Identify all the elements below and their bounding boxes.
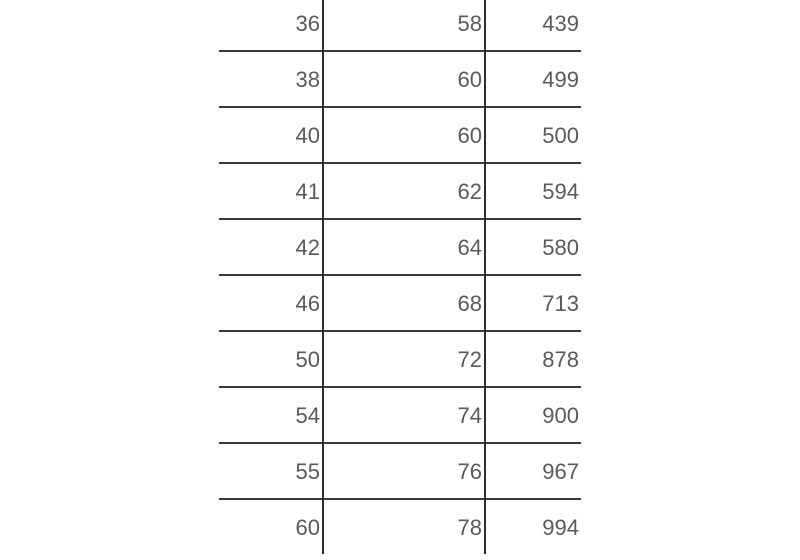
- table-row: 42 64 580: [219, 220, 581, 276]
- table-cell: 967: [542, 459, 579, 484]
- table-cell: 78: [457, 515, 482, 540]
- column-divider: [322, 0, 324, 554]
- table-cell: 54: [295, 403, 320, 428]
- table-cell: 55: [295, 459, 320, 484]
- table-row: 41 62 594: [219, 164, 581, 220]
- table-cell: 38: [295, 67, 320, 92]
- table-cell: 50: [295, 347, 320, 372]
- table-cell: 62: [457, 179, 482, 204]
- table-cell: 74: [457, 403, 482, 428]
- table-cell: 60: [457, 123, 482, 148]
- table-cell: 36: [295, 11, 320, 36]
- table-cell: 72: [457, 347, 482, 372]
- table-cell: 500: [542, 123, 579, 148]
- table-cell: 594: [542, 179, 579, 204]
- table-row: 46 68 713: [219, 276, 581, 332]
- table-cell: 40: [295, 123, 320, 148]
- table-cell: 64: [457, 235, 482, 260]
- table-cell: 900: [542, 403, 579, 428]
- table-cell: 499: [542, 67, 579, 92]
- table-cell: 42: [295, 235, 320, 260]
- data-table: 36 58 439 38 60 499 40 60 500 41 62 594 42 64 580 46 68 7…: [219, 0, 581, 556]
- column-divider: [484, 0, 486, 554]
- table-row: 54 74 900: [219, 388, 581, 444]
- table-row: 40 60 500: [219, 108, 581, 164]
- table-row: 38 60 499: [219, 52, 581, 108]
- table-cell: 68: [457, 291, 482, 316]
- table-cell: 60: [295, 515, 320, 540]
- table-row: 60 78 994: [219, 500, 581, 556]
- table-cell: 439: [542, 11, 579, 36]
- table-row: 50 72 878: [219, 332, 581, 388]
- table-row: 55 76 967: [219, 444, 581, 500]
- table-cell: 60: [457, 67, 482, 92]
- table-cell: 46: [295, 291, 320, 316]
- table-cell: 994: [542, 515, 579, 540]
- table-cell: 878: [542, 347, 579, 372]
- table-cell: 58: [457, 11, 482, 36]
- table-cell: 41: [295, 179, 320, 204]
- table-cell: 76: [457, 459, 482, 484]
- table-cell: 713: [542, 291, 579, 316]
- table-cell: 580: [542, 235, 579, 260]
- table-row: 36 58 439: [219, 0, 581, 52]
